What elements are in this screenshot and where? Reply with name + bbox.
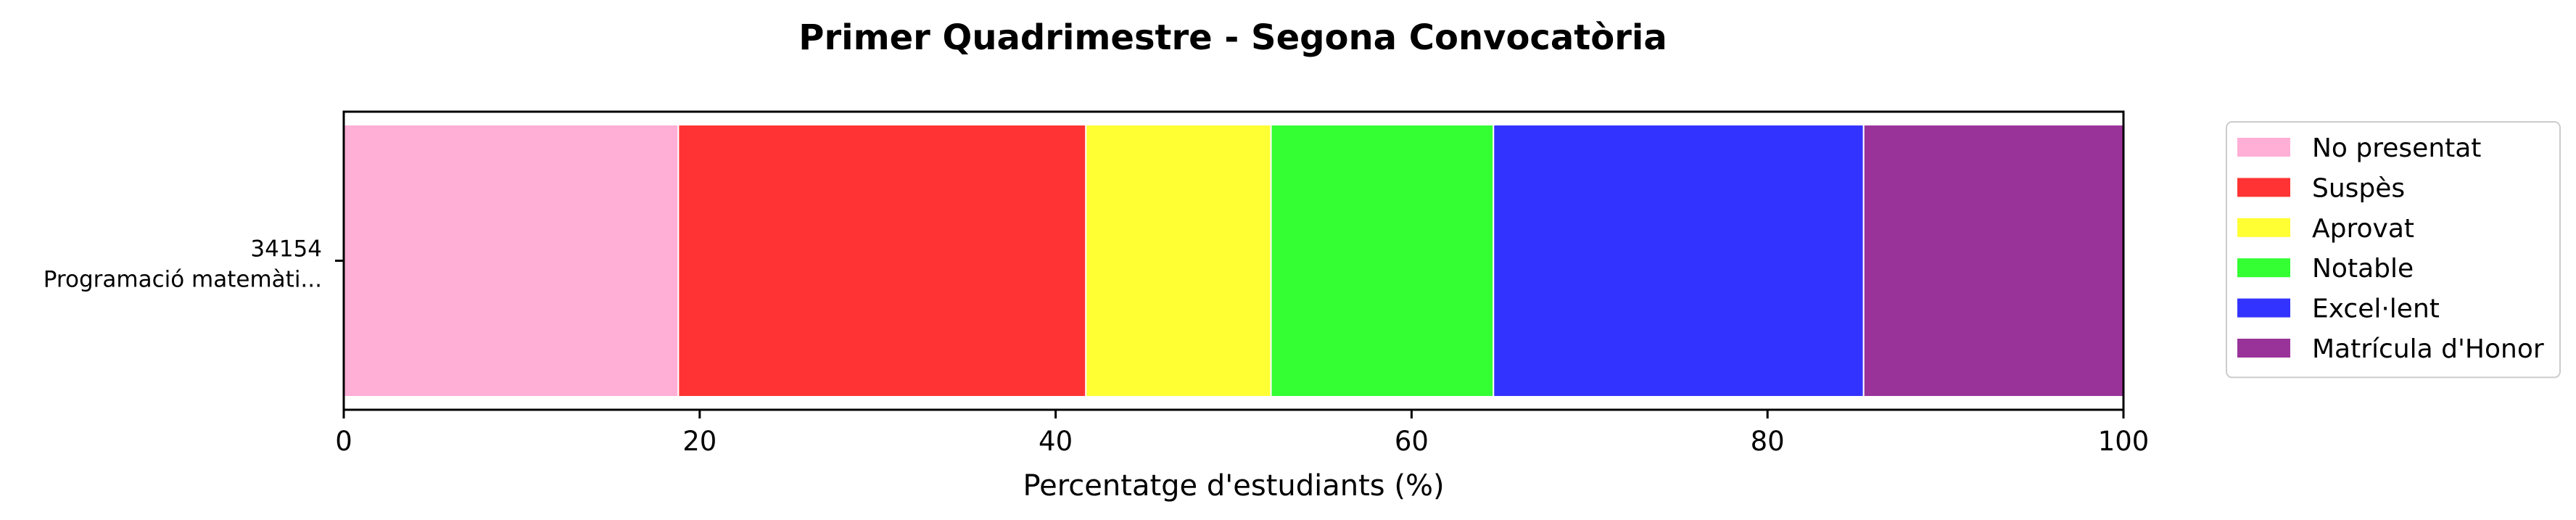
legend-label-3: Aprovat — [2312, 214, 2414, 244]
x-axis: 0 20 40 60 80 100 — [335, 410, 2149, 457]
legend-swatch-2 — [2237, 178, 2290, 197]
y-tick-label-code: 34154 — [250, 236, 322, 263]
bar-segment-6 — [1862, 124, 2125, 397]
legend: No presentat Suspès Aprovat Notable Excel·le… — [2226, 121, 2561, 379]
x-tick-label-3: 60 — [1395, 426, 1429, 457]
legend-swatch-6 — [2237, 339, 2290, 358]
x-axis-label: Percentatge d'estudiants (%) — [1023, 469, 1444, 503]
legend-label-6: Matrícula d'Honor — [2312, 334, 2544, 364]
y-axis: 34154 Programació matemàti... — [44, 236, 344, 293]
bar-segment-3 — [1085, 124, 1272, 397]
legend-swatch-1 — [2237, 138, 2290, 157]
bar-segment-4 — [1270, 124, 1495, 397]
bar-segment-1 — [343, 124, 680, 397]
x-tick-label-4: 80 — [1751, 426, 1785, 457]
legend-swatch-5 — [2237, 298, 2290, 318]
legend-swatch-4 — [2237, 258, 2290, 278]
x-tick-label-2: 40 — [1039, 426, 1073, 457]
legend-label-1: No presentat — [2312, 133, 2481, 163]
x-tick-label-1: 20 — [682, 426, 717, 457]
bar-segment-2 — [677, 124, 1087, 397]
legend-swatch-3 — [2237, 218, 2290, 237]
bar-segment-5 — [1493, 124, 1865, 397]
chart-title: Primer Quadrimestre - Segona Convocatòri… — [798, 17, 1667, 58]
legend-label-2: Suspès — [2312, 173, 2405, 203]
x-tick-label-5: 100 — [2098, 426, 2150, 457]
legend-frame — [2226, 121, 2561, 379]
legend-label-4: Notable — [2312, 254, 2414, 284]
legend-label-5: Excel·lent — [2312, 294, 2440, 324]
y-tick-label-name: Programació matemàti... — [44, 267, 322, 293]
bar-segments — [343, 124, 2125, 397]
x-tick-label-0: 0 — [335, 426, 352, 457]
